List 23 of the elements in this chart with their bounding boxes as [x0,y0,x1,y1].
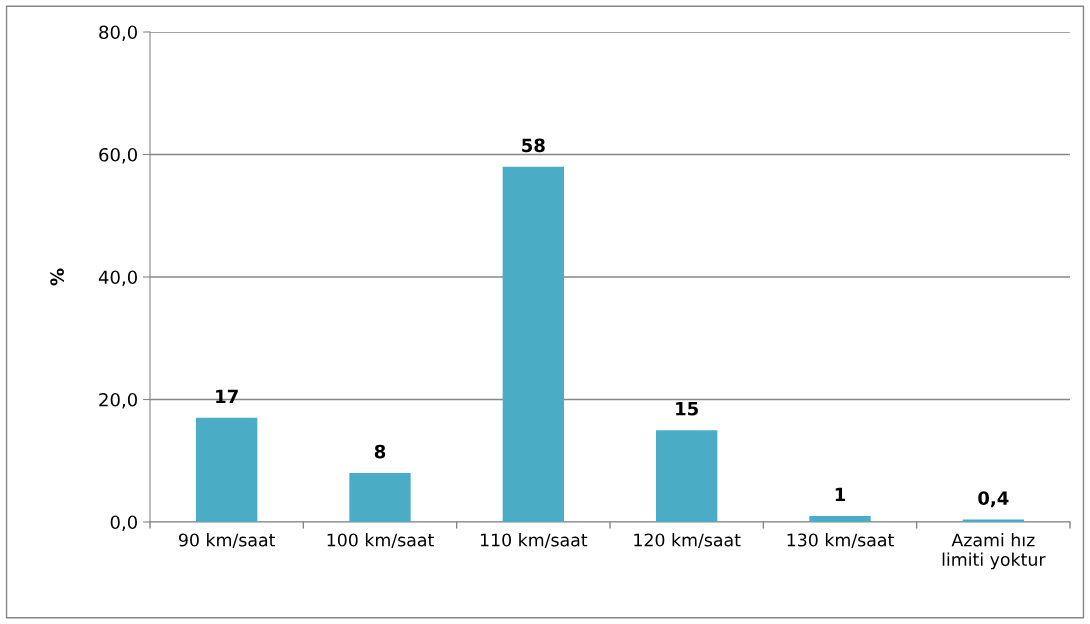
data-label: 17 [216,389,238,404]
y-tick-label: 40,0 [98,270,137,286]
x-tick-label: 110 km/saat [480,533,588,548]
bar [656,430,718,522]
bar [502,166,564,522]
x-tick-label: 100 km/saat [327,533,434,548]
data-label: 0,4 [978,491,1009,508]
y-tick-label: 80,0 [99,25,137,41]
x-tick-label: Azami hız limiti yoktur [942,533,1046,570]
y-tick-label: 20,0 [99,392,137,409]
bar [349,473,411,522]
x-tick-label: 120 km/saat [634,533,741,548]
bar [809,515,871,522]
data-label: 15 [676,402,698,416]
x-tick-label: 90 km/saat [178,533,276,548]
y-tick-label: 0,0 [110,515,137,531]
data-label: 1 [835,487,846,502]
bar [196,417,258,522]
y-tick-label: 60,0 [99,147,137,164]
y-axis-title: % [50,268,64,286]
data-label: 8 [374,444,386,459]
data-label: 58 [522,138,545,153]
x-tick-label: 130 km/saat [787,533,894,548]
